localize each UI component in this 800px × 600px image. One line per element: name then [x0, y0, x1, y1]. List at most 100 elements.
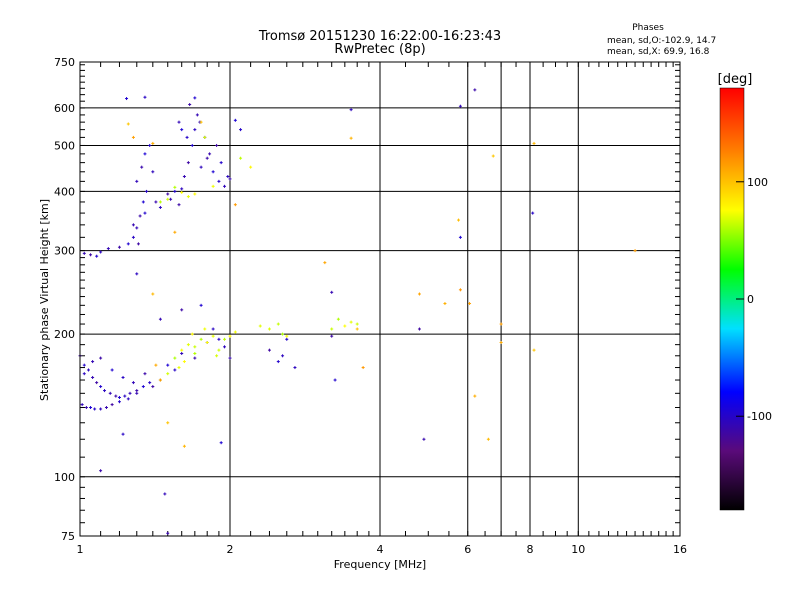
data-point [199, 303, 203, 307]
data-point [258, 324, 262, 328]
data-point [233, 203, 237, 207]
plot-frame [79, 61, 681, 537]
phases-o-stats: mean, sd,O:-102.9, 14.7 [607, 36, 716, 46]
colorbar-tick-label: -100 [747, 410, 772, 423]
data-point [99, 250, 103, 254]
data-point [330, 290, 334, 294]
colorbar-tick-label: 100 [747, 176, 768, 189]
data-point [228, 177, 232, 181]
data-point [473, 88, 477, 92]
data-point [158, 205, 162, 209]
data-point [110, 368, 114, 372]
data-point [199, 120, 203, 124]
data-point [193, 96, 197, 100]
data-point [99, 469, 103, 473]
data-points [78, 88, 637, 535]
y-tick-label: 200 [54, 328, 75, 341]
data-point [281, 354, 285, 358]
x-tick-label: 2 [227, 543, 234, 556]
data-point [185, 135, 189, 139]
data-point [355, 327, 359, 331]
data-point [173, 356, 177, 360]
data-point [166, 363, 170, 367]
colorbar-tick-label: 0 [747, 293, 754, 306]
data-point [91, 375, 95, 379]
data-point [276, 322, 280, 326]
data-point [151, 385, 155, 389]
data-point [135, 391, 139, 395]
data-point [285, 334, 289, 338]
data-point [190, 143, 194, 147]
data-point [180, 348, 184, 352]
x-tick-label: 1 [77, 543, 84, 556]
data-point [355, 322, 359, 326]
data-point [131, 223, 135, 227]
data-point [219, 441, 223, 445]
data-point [103, 389, 107, 393]
data-point [95, 254, 99, 258]
data-point [203, 327, 207, 331]
data-point [99, 407, 103, 411]
data-point [239, 128, 243, 132]
data-point [173, 185, 177, 189]
data-point [125, 97, 129, 101]
data-point [458, 235, 462, 239]
data-point [180, 190, 184, 194]
data-point [151, 292, 155, 296]
data-point [443, 302, 447, 306]
data-point [180, 128, 184, 132]
data-point [82, 372, 86, 376]
data-point [193, 345, 197, 349]
data-point [117, 400, 121, 404]
data-point [99, 385, 103, 389]
data-point [330, 334, 334, 338]
x-tick-label: 8 [527, 543, 534, 556]
data-point [239, 156, 243, 160]
data-point [203, 135, 207, 139]
data-point [195, 113, 199, 117]
data-point [293, 366, 297, 370]
data-point [135, 389, 139, 393]
data-point [158, 317, 162, 321]
data-point [82, 363, 86, 367]
x-tick-labels: 1 2 4 6 8 10 16 [77, 543, 688, 556]
data-point [177, 366, 181, 370]
data-point [486, 437, 490, 441]
chart-title-line1: Tromsø 20151230 16:22:00-16:23:43 [258, 29, 501, 44]
data-point [186, 195, 190, 199]
data-point [84, 406, 88, 410]
data-point [151, 170, 155, 174]
data-point [86, 368, 90, 372]
data-point [145, 189, 149, 193]
data-point [141, 385, 145, 389]
data-point [148, 381, 152, 385]
data-point [135, 179, 139, 183]
data-point [93, 407, 97, 411]
data-point [182, 444, 186, 448]
phases-x-stats: mean, sd,X: 69.9, 16.8 [607, 47, 710, 57]
data-point [148, 143, 152, 147]
data-point [154, 200, 158, 204]
data-point [173, 230, 177, 234]
data-point [82, 251, 86, 255]
data-point [276, 360, 280, 364]
data-point [117, 245, 121, 249]
data-point [89, 406, 93, 410]
data-point [106, 247, 110, 251]
data-point [143, 211, 147, 215]
data-point [336, 317, 340, 321]
data-point [182, 360, 186, 364]
y-tick-label: 600 [54, 102, 75, 115]
data-point [217, 179, 221, 183]
data-point [199, 337, 203, 341]
data-point [173, 189, 177, 193]
data-point [151, 141, 155, 145]
data-point [205, 156, 209, 160]
data-point [128, 391, 132, 395]
data-point [177, 203, 181, 207]
data-point [108, 391, 112, 395]
data-point [349, 136, 353, 140]
data-point [158, 200, 162, 204]
y-tick-label: 400 [54, 185, 75, 198]
phases-heading: Phases [632, 23, 664, 33]
